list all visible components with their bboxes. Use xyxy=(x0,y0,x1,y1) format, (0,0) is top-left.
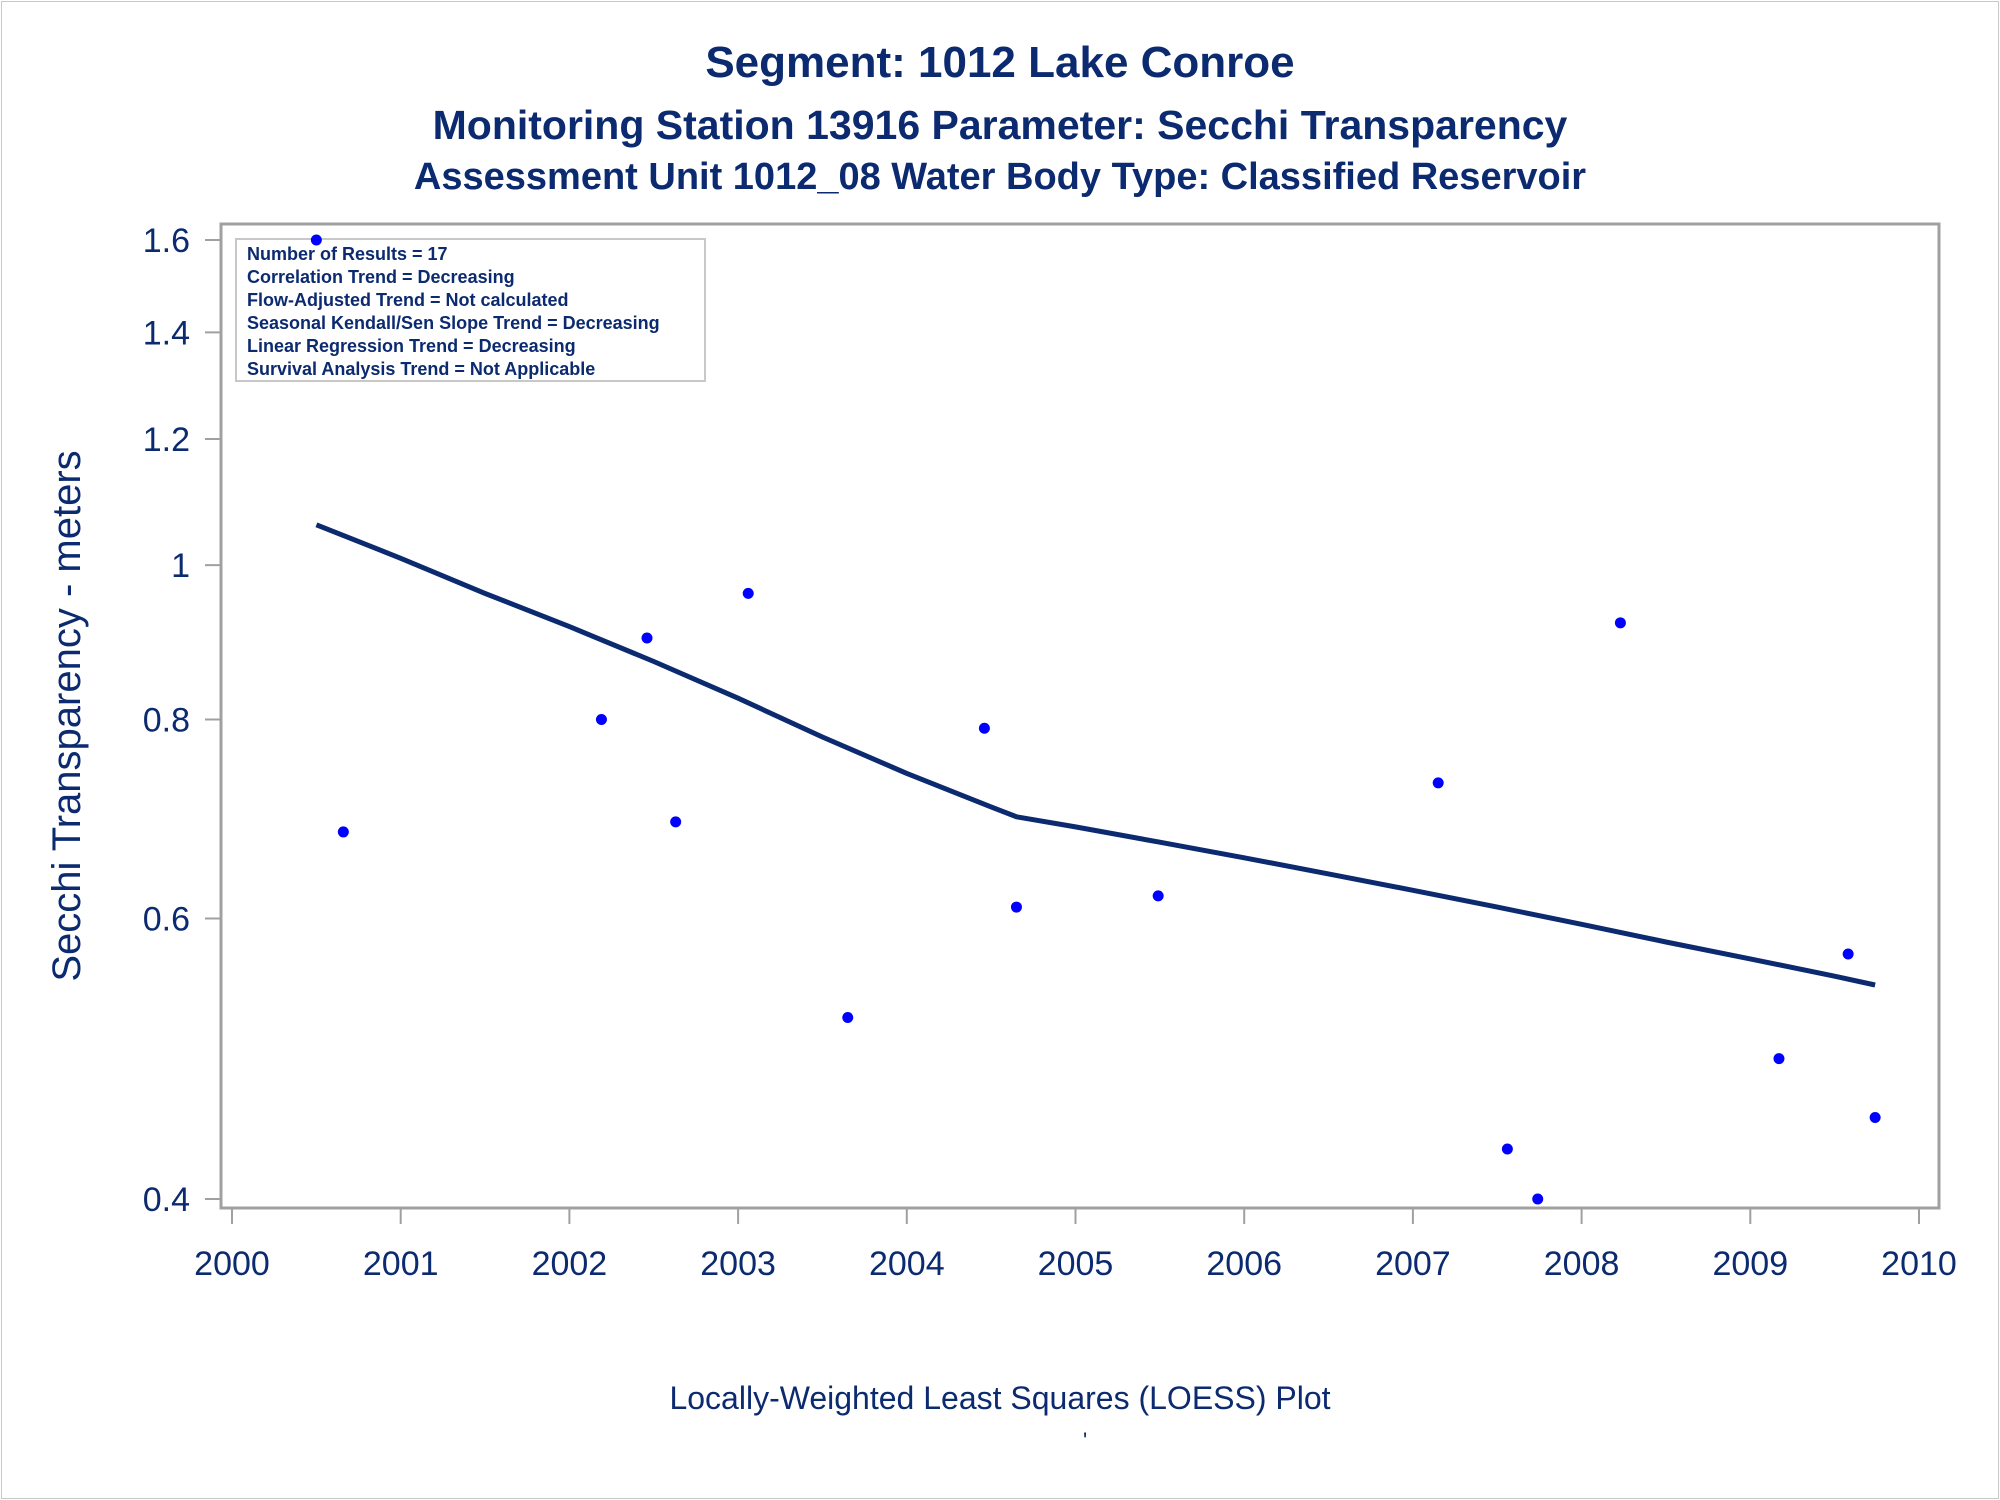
x-tick-label: 2005 xyxy=(1038,1245,1114,1283)
chart-subtitle-2: Assessment Unit 1012_08 Water Body Type:… xyxy=(413,156,1587,198)
data-point xyxy=(670,816,682,828)
data-point xyxy=(1010,901,1022,913)
x-tick-label: 2000 xyxy=(194,1245,270,1283)
loess-curve-group xyxy=(315,522,1876,988)
x-axis: 2000 2001 2002 2003 2004 2005 2006 2007 2008 2009… xyxy=(194,1208,1957,1283)
y-tick-label: 1 xyxy=(171,547,190,585)
stats-box-line: Number of Results = 17 xyxy=(247,244,448,264)
stats-box-line: Linear Regression Trend = Decreasing xyxy=(247,336,576,356)
data-point xyxy=(1773,1053,1785,1065)
x-tick-label: 2008 xyxy=(1544,1245,1620,1283)
x-tick-label: 2007 xyxy=(1375,1245,1451,1283)
y-tick-label: 1.6 xyxy=(143,222,190,260)
plot-area xyxy=(219,222,1941,1210)
data-point xyxy=(1501,1143,1513,1155)
y-tick-label: 1.4 xyxy=(143,314,190,352)
y-tick-label: 0.6 xyxy=(143,901,190,939)
y-tick-label: 0.4 xyxy=(143,1181,190,1219)
data-point xyxy=(337,826,349,838)
chart-subtitle: Monitoring Station 13916 Parameter: Secc… xyxy=(432,102,1568,148)
data-point xyxy=(310,234,322,246)
x-tick-label: 2002 xyxy=(532,1245,608,1283)
data-point xyxy=(742,587,754,599)
stats-box-line: Flow-Adjusted Trend = Not calculated xyxy=(247,290,569,310)
x-tick-label: 2009 xyxy=(1712,1245,1788,1283)
stats-box: Number of Results = 17 Correlation Trend … xyxy=(235,238,706,382)
data-point xyxy=(1614,617,1626,629)
data-point xyxy=(595,714,607,725)
data-point xyxy=(842,1012,854,1024)
y-tick-label: 0.8 xyxy=(143,702,190,740)
data-point xyxy=(1842,948,1854,960)
x-tick-label: 2010 xyxy=(1881,1245,1957,1283)
data-point xyxy=(641,632,653,644)
data-point xyxy=(1432,777,1444,789)
loess-line xyxy=(315,522,1876,988)
stats-box-line: Survival Analysis Trend = Not Applicable xyxy=(247,359,595,379)
chart-title: Segment: 1012 Lake Conroe xyxy=(705,38,1295,87)
data-point xyxy=(1869,1112,1881,1124)
y-tick-label: 1.2 xyxy=(143,421,190,459)
x-tick-label: 2003 xyxy=(700,1245,776,1283)
y-axis: 0.4 0.6 0.8 1 1.2 1.4 1.6 xyxy=(143,222,221,1219)
data-point xyxy=(1152,890,1164,902)
footnote-mark: ' xyxy=(1083,1428,1088,1453)
x-tick-label: 2006 xyxy=(1206,1245,1282,1283)
data-point xyxy=(978,722,990,734)
stats-box-border xyxy=(235,238,706,382)
data-point xyxy=(1532,1193,1544,1205)
data-points-group xyxy=(310,234,1881,1205)
y-axis-label: Secchi Transparency - meters xyxy=(45,450,89,981)
stats-box-line: Seasonal Kendall/Sen Slope Trend = Decre… xyxy=(247,313,660,333)
x-tick-label: 2004 xyxy=(869,1245,945,1283)
chart-footnote: Locally-Weighted Least Squares (LOESS) P… xyxy=(669,1380,1331,1416)
stats-box-line: Correlation Trend = Decreasing xyxy=(247,267,515,287)
x-tick-label: 2001 xyxy=(363,1245,439,1283)
